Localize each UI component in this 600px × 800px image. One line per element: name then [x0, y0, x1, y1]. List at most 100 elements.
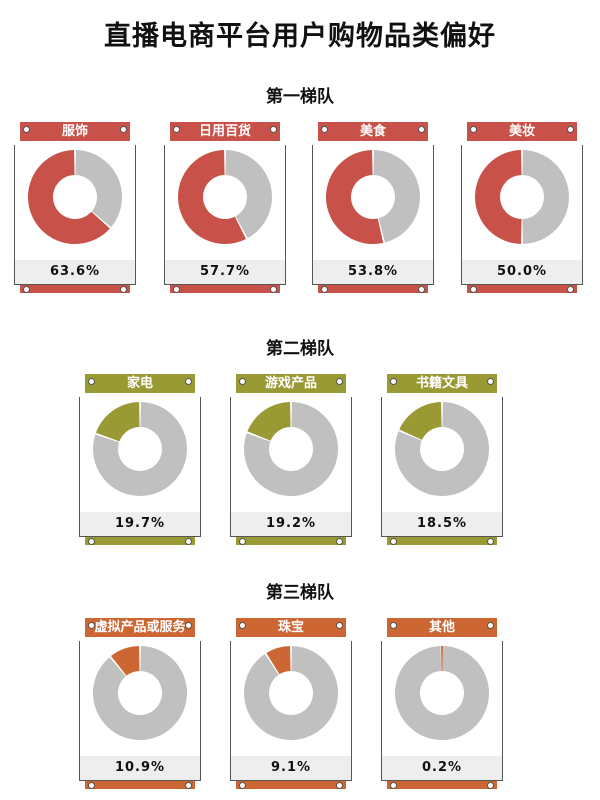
value-label: 50.0%	[461, 260, 583, 285]
donut-panel	[381, 641, 503, 756]
category-card: 游戏产品 19.2%	[230, 374, 352, 545]
donut-value-slice	[475, 150, 522, 244]
rivet-icon	[88, 378, 95, 385]
tier-heading: 第二梯队	[266, 339, 334, 359]
donut-value-slice	[326, 150, 384, 244]
category-card: 服饰 63.6%	[14, 122, 136, 293]
donut-remainder-slice	[244, 402, 338, 496]
donut-remainder-slice	[225, 150, 272, 239]
rivet-icon	[239, 622, 246, 629]
donut-panel	[461, 145, 583, 260]
category-label: 游戏产品	[264, 376, 317, 391]
category-label-bar: 服饰	[20, 122, 130, 141]
rivet-icon	[88, 538, 95, 545]
rivet-icon	[185, 622, 192, 629]
rivet-icon	[173, 286, 180, 293]
donut-panel	[164, 145, 286, 260]
category-label: 其他	[428, 620, 455, 635]
donut-value-slice	[441, 646, 443, 672]
rivet-icon	[120, 286, 127, 293]
donut-panel	[14, 145, 136, 260]
rivet-icon	[239, 538, 246, 545]
value-label: 19.7%	[79, 512, 201, 537]
donut-value-slice	[247, 402, 291, 441]
category-card: 珠宝 9.1%	[230, 618, 352, 789]
category-label-bar: 虚拟产品或服务	[85, 618, 195, 637]
donut-remainder-slice	[244, 646, 338, 740]
category-label-bar: 书籍文具	[387, 374, 497, 393]
donut-chart	[395, 646, 489, 740]
rivet-icon	[390, 538, 397, 545]
category-label-bar: 家电	[85, 374, 195, 393]
rivet-icon	[487, 538, 494, 545]
category-card: 其他 0.2%	[381, 618, 503, 789]
rivet-icon	[567, 286, 574, 293]
value-label: 18.5%	[381, 512, 503, 537]
rivet-icon	[470, 286, 477, 293]
donut-chart	[475, 150, 569, 244]
value-label: 19.2%	[230, 512, 352, 537]
category-label: 书籍文具	[415, 376, 468, 391]
category-label-bar: 美食	[318, 122, 428, 141]
donut-chart	[92, 646, 187, 740]
rivet-icon	[185, 378, 192, 385]
category-label: 珠宝	[277, 620, 304, 635]
donut-chart	[244, 402, 338, 496]
rivet-icon	[173, 126, 180, 133]
rivet-icon	[336, 782, 343, 789]
page-title: 直播电商平台用户购物品类偏好	[104, 21, 496, 52]
donut-panel	[381, 397, 503, 512]
rivet-icon	[321, 126, 328, 133]
card-footer-bar	[387, 537, 497, 545]
card-footer-bar	[85, 537, 195, 545]
category-card: 书籍文具 18.5%	[381, 374, 503, 545]
tier-heading: 第三梯队	[266, 583, 334, 603]
donut-panel	[230, 641, 352, 756]
donut-value-slice	[266, 646, 291, 675]
category-label: 服饰	[61, 124, 88, 139]
category-label-bar: 游戏产品	[236, 374, 346, 393]
donut-value-slice	[95, 402, 140, 442]
category-label: 日用百货	[198, 124, 251, 139]
rivet-icon	[270, 126, 277, 133]
category-card: 美妆 50.0%	[461, 122, 583, 293]
donut-value-slice	[177, 150, 247, 244]
rivet-icon	[120, 126, 127, 133]
rivet-icon	[390, 622, 397, 629]
donut-panel	[79, 397, 201, 512]
rivet-icon	[88, 782, 95, 789]
category-label-bar: 日用百货	[170, 122, 280, 141]
rivet-icon	[270, 286, 277, 293]
category-label: 家电	[126, 376, 153, 391]
value-label: 9.1%	[230, 756, 352, 781]
donut-remainder-slice	[395, 646, 489, 740]
donut-chart	[177, 150, 272, 244]
donut-panel	[312, 145, 434, 260]
card-footer-bar	[20, 285, 130, 293]
donut-chart	[28, 150, 122, 244]
category-card: 日用百货 57.7%	[164, 122, 286, 293]
rivet-icon	[418, 126, 425, 133]
category-label: 美妆	[508, 124, 535, 139]
rivet-icon	[23, 126, 30, 133]
category-card: 虚拟产品或服务 10.9%	[79, 618, 201, 789]
card-footer-bar	[318, 285, 428, 293]
card-footer-bar	[170, 285, 280, 293]
donut-value-slice	[111, 646, 140, 676]
card-footer-bar	[236, 781, 346, 789]
rivet-icon	[487, 378, 494, 385]
donut-panel	[230, 397, 352, 512]
rivet-icon	[321, 286, 328, 293]
category-label: 虚拟产品或服务	[94, 620, 186, 635]
donut-remainder-slice	[75, 150, 122, 228]
rivet-icon	[185, 538, 192, 545]
tier-heading: 第一梯队	[266, 87, 334, 107]
category-label: 美食	[359, 124, 386, 139]
rivet-icon	[336, 622, 343, 629]
donut-remainder-slice	[395, 402, 489, 496]
value-label: 10.9%	[79, 756, 201, 781]
category-card: 美食 53.8%	[312, 122, 434, 293]
rivet-icon	[418, 286, 425, 293]
rivet-icon	[470, 126, 477, 133]
rivet-icon	[567, 126, 574, 133]
